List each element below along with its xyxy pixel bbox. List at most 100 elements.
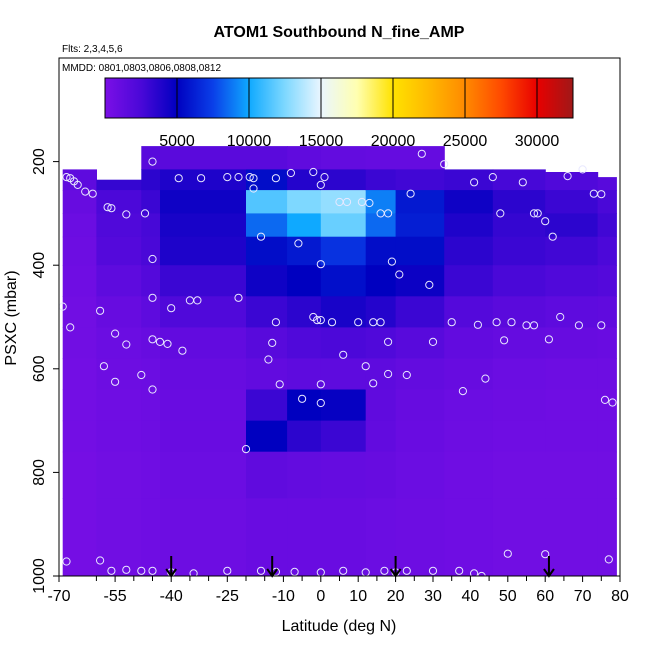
sample-point (294, 239, 303, 248)
sample-point (271, 174, 280, 183)
heatmap-cell (141, 213, 161, 238)
x-tick-label: -25 (216, 588, 239, 605)
heatmap-cell (287, 296, 322, 328)
heatmap-cell (141, 358, 161, 391)
sample-point (533, 209, 542, 218)
sample-point (529, 321, 539, 330)
heatmap-cell (246, 327, 288, 360)
heatmap-cell (395, 146, 445, 170)
heatmap-cell (141, 169, 161, 191)
x-tick-label: -70 (47, 588, 70, 605)
heatmap-cell (492, 296, 546, 328)
heatmap-cell (597, 358, 617, 391)
heatmap-cell (597, 451, 617, 499)
heatmap-cell (246, 358, 288, 391)
heatmap-cell (444, 358, 494, 391)
heatmap-cell (365, 146, 397, 170)
sample-point (402, 566, 411, 575)
sample-point (275, 380, 284, 389)
heatmap-cell (141, 190, 161, 214)
heatmap-cell (160, 451, 247, 499)
heatmap-cell (160, 213, 247, 238)
heatmap-cell (444, 169, 494, 191)
heatmap-cell (545, 296, 599, 328)
sample-point (148, 293, 157, 302)
sample-point (148, 335, 157, 344)
heatmap-cell (96, 327, 142, 360)
x-tick-label: 20 (387, 588, 405, 605)
sample-point (541, 217, 550, 226)
heatmap-cell (444, 327, 494, 360)
heatmap-cell (395, 169, 445, 191)
heatmap-cell (597, 498, 617, 576)
sample-point (376, 318, 385, 327)
heatmap-cell (320, 327, 367, 360)
heatmap-cell (62, 498, 97, 576)
heatmap-cell (492, 169, 546, 191)
heatmap-cell (96, 451, 142, 499)
sample-point (316, 260, 325, 269)
heatmap-cell (492, 265, 546, 297)
colorbar-tick-label: 25000 (443, 133, 488, 150)
heatmap-cell (246, 190, 288, 214)
x-tick-label: 0 (316, 588, 325, 605)
heatmap-cell (62, 190, 97, 214)
heatmap-cell (287, 498, 322, 576)
colorbar-ticks: 5000 10000 15000 20000 25000 30000 (159, 78, 559, 150)
y-tick-label: 1000 (31, 558, 48, 594)
heatmap-cell (545, 327, 599, 360)
heatmap-cell (160, 190, 247, 214)
heatmap-cell (597, 177, 617, 191)
heatmap-cell (545, 190, 599, 214)
sample-point (384, 337, 393, 346)
sample-point (574, 321, 584, 330)
sample-point (111, 377, 120, 386)
heatmap-cell (246, 498, 288, 576)
heatmap-cell (96, 213, 142, 238)
heatmap-layer (62, 146, 617, 576)
sample-point (96, 306, 105, 315)
sample-point (507, 318, 516, 327)
sample-point (458, 387, 467, 396)
heatmap-cell (395, 265, 445, 297)
sample-point (548, 232, 557, 241)
sample-point (249, 174, 258, 183)
sample-point (268, 338, 277, 347)
heatmap-cell (320, 169, 367, 191)
heatmap-cell (141, 296, 161, 328)
heatmap-cell (545, 265, 599, 297)
sample-point (541, 550, 550, 559)
y-tick-label: 600 (31, 355, 48, 382)
heatmap-cell (492, 358, 546, 391)
sample-point (428, 337, 438, 346)
heatmap-cell (246, 236, 288, 266)
heatmap-cell (545, 236, 599, 266)
heatmap-cell (287, 327, 322, 360)
sample-point (455, 566, 464, 575)
heatmap-cell (395, 358, 445, 391)
sample-point (81, 187, 90, 196)
heatmap-cell (160, 327, 247, 360)
sample-point (597, 321, 606, 330)
x-tick-label: 30 (424, 588, 442, 605)
sample-point (140, 209, 150, 218)
x-tick-label: 50 (499, 588, 517, 605)
sample-point (256, 232, 266, 241)
sample-point (604, 555, 613, 564)
heatmap-cell (444, 451, 494, 499)
sample-point (137, 370, 146, 380)
heatmap-cell (320, 358, 367, 391)
colorbar-tick-label: 10000 (227, 133, 272, 150)
sample-point (339, 350, 348, 359)
sample-point (470, 569, 479, 576)
heatmap-cell (365, 451, 397, 499)
sample-point (380, 566, 389, 575)
heatmap-cell (545, 172, 599, 191)
sample-point (241, 445, 251, 454)
heatmap-cell (160, 265, 247, 297)
heatmap-cell (365, 389, 397, 422)
sample-points-layer (59, 149, 617, 576)
heatmap-cell (96, 498, 142, 576)
heatmap-cell (365, 190, 397, 214)
sample-point (245, 173, 254, 182)
